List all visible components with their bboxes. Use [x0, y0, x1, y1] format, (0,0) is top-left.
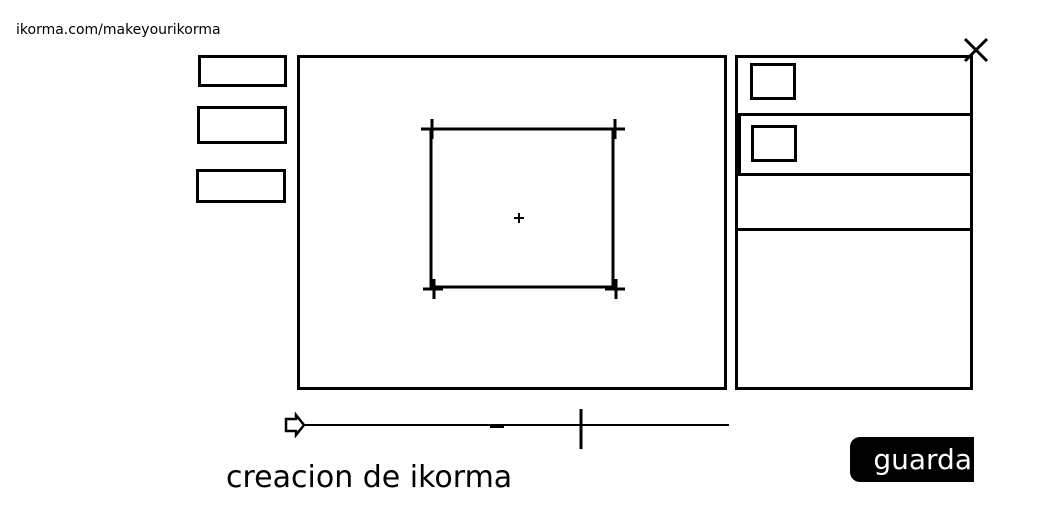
layer-thumbnail — [750, 63, 796, 100]
resize-handle-top-right[interactable] — [605, 119, 625, 139]
save-button[interactable]: guarda — [850, 437, 974, 482]
close-icon[interactable] — [961, 35, 991, 65]
layer-item-1[interactable] — [738, 58, 970, 116]
center-point[interactable] — [514, 213, 524, 223]
url-text: ikorma.com/makeyourikorma — [16, 22, 221, 38]
tool-button-3[interactable] — [196, 169, 286, 203]
selection-overlay — [421, 119, 625, 299]
design-canvas[interactable] — [297, 55, 727, 390]
timeline[interactable] — [282, 405, 732, 455]
resize-handle-bottom-left[interactable] — [423, 279, 443, 299]
play-arrow-icon[interactable] — [284, 411, 306, 439]
tool-button-2[interactable] — [197, 106, 287, 144]
layer-thumbnail — [751, 125, 797, 162]
layers-panel — [735, 55, 973, 390]
resize-handle-bottom-right[interactable] — [605, 279, 625, 299]
page-title: creacion de ikorma — [226, 460, 513, 495]
resize-handle-top-left[interactable] — [421, 119, 441, 139]
layer-item-2[interactable] — [738, 116, 970, 176]
layer-item-3[interactable] — [738, 176, 970, 231]
tool-button-1[interactable] — [198, 55, 287, 87]
selection-box — [429, 127, 615, 289]
